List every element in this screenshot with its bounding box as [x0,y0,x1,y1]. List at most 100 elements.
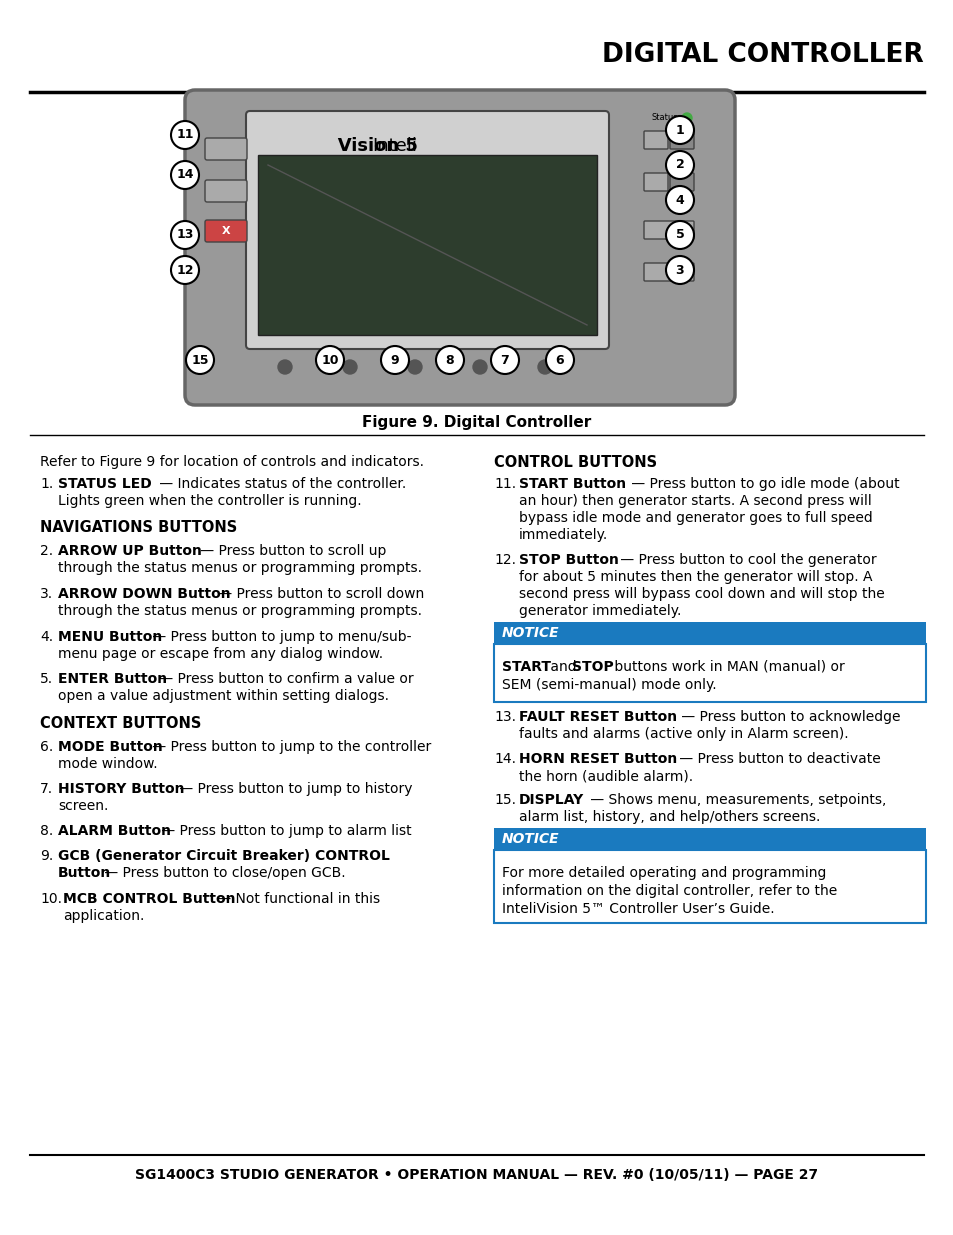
Circle shape [537,359,552,374]
Text: CONTROL BUTTONS: CONTROL BUTTONS [494,454,657,471]
Text: 12: 12 [176,263,193,277]
Bar [494,850,925,923]
FancyBboxPatch shape [643,263,693,282]
Text: START: START [501,659,551,674]
Text: Figure 9. Digital Controller: Figure 9. Digital Controller [362,415,591,430]
Circle shape [665,221,693,249]
Text: STATUS LED: STATUS LED [58,477,152,492]
Text: 12.: 12. [494,553,516,567]
Text: CONTEXT BUTTONS: CONTEXT BUTTONS [40,716,201,731]
Text: Inteli: Inteli [372,137,417,156]
Text: 1: 1 [675,124,683,137]
Text: mode window.: mode window. [58,757,157,771]
Text: immediately.: immediately. [518,529,608,542]
Text: — Press button to acknowledge: — Press button to acknowledge [677,710,900,724]
Text: SEM (semi-manual) mode only.: SEM (semi-manual) mode only. [501,678,716,692]
Text: — Press button to confirm a value or: — Press button to confirm a value or [154,672,414,685]
Text: faults and alarms (active only in Alarm screen).: faults and alarms (active only in Alarm … [518,727,848,741]
Text: — Press button to cool the generator: — Press button to cool the generator [616,553,876,567]
Text: 14: 14 [176,168,193,182]
Circle shape [171,256,199,284]
Text: an hour) then generator starts. A second press will: an hour) then generator starts. A second… [518,494,871,508]
Text: 3: 3 [675,263,683,277]
Text: the horn (audible alarm).: the horn (audible alarm). [518,769,693,783]
Text: 7.: 7. [40,782,53,797]
Text: Status: Status [651,114,678,122]
Circle shape [171,221,199,249]
Circle shape [681,112,691,124]
Text: — Press button to close/open GCB.: — Press button to close/open GCB. [100,866,345,881]
Text: buttons work in MAN (manual) or: buttons work in MAN (manual) or [609,659,843,674]
Text: second press will bypass cool down and will stop the: second press will bypass cool down and w… [518,587,883,601]
Text: 8: 8 [445,353,454,367]
Text: 5.: 5. [40,672,53,685]
FancyBboxPatch shape [643,221,693,240]
Circle shape [665,116,693,144]
Text: HISTORY Button: HISTORY Button [58,782,184,797]
Text: application.: application. [63,909,144,923]
Text: +: + [663,267,673,277]
Text: through the status menus or programming prompts.: through the status menus or programming … [58,561,421,576]
Text: — Not functional in this: — Not functional in this [213,892,379,906]
Text: — Press button to jump to menu/sub-: — Press button to jump to menu/sub- [148,630,411,643]
Text: 13: 13 [176,228,193,242]
Text: ALARM Button: ALARM Button [58,824,171,839]
Text: Refer to Figure 9 for location of controls and indicators.: Refer to Figure 9 for location of contro… [40,454,423,469]
Text: For more detailed operating and programming: For more detailed operating and programm… [501,866,825,881]
Bar [494,827,925,850]
Text: — Press button to scroll up: — Press button to scroll up [195,543,386,558]
Text: HORN RESET Button: HORN RESET Button [518,752,677,766]
Circle shape [665,256,693,284]
Text: screen.: screen. [58,799,109,813]
FancyBboxPatch shape [669,173,693,191]
Circle shape [408,359,421,374]
Circle shape [491,346,518,374]
Text: Button: Button [58,866,112,881]
FancyBboxPatch shape [205,180,247,203]
Text: FAULT RESET Button: FAULT RESET Button [518,710,677,724]
Text: bypass idle mode and generator goes to full speed: bypass idle mode and generator goes to f… [518,511,872,525]
Text: information on the digital controller, refer to the: information on the digital controller, r… [501,884,837,898]
Text: 6.: 6. [40,740,53,755]
Text: through the status menus or programming prompts.: through the status menus or programming … [58,604,421,618]
Text: 9.: 9. [40,848,53,863]
Text: NAVIGATIONS BUTTONS: NAVIGATIONS BUTTONS [40,520,237,535]
Text: menu page or escape from any dialog window.: menu page or escape from any dialog wind… [58,647,383,661]
Text: and: and [545,659,580,674]
Text: 13.: 13. [494,710,516,724]
Circle shape [473,359,486,374]
Text: — Press button to go idle mode (about: — Press button to go idle mode (about [626,477,899,492]
Text: ARROW UP Button: ARROW UP Button [58,543,202,558]
Circle shape [186,346,213,374]
FancyBboxPatch shape [185,90,734,405]
Text: NOTICE: NOTICE [501,626,559,640]
Text: 14.: 14. [494,752,516,766]
Circle shape [171,161,199,189]
Text: MCB CONTROL Button: MCB CONTROL Button [63,892,235,906]
Text: — Press button to deactivate: — Press button to deactivate [675,752,880,766]
Text: — Press button to jump to alarm list: — Press button to jump to alarm list [157,824,411,839]
Text: 10.: 10. [40,892,62,906]
Circle shape [436,346,463,374]
Text: for about 5 minutes then the generator will stop. A: for about 5 minutes then the generator w… [518,571,872,584]
Text: 11: 11 [176,128,193,142]
FancyBboxPatch shape [643,131,667,149]
Text: 7: 7 [500,353,509,367]
Text: 15.: 15. [494,793,516,806]
Text: — Press button to jump to the controller: — Press button to jump to the controller [148,740,431,755]
Bar [257,156,597,335]
Text: MENU Button: MENU Button [58,630,162,643]
Text: ARROW DOWN Button: ARROW DOWN Button [58,587,231,601]
FancyBboxPatch shape [643,173,667,191]
Circle shape [380,346,409,374]
Text: 2: 2 [675,158,683,172]
Text: 4.: 4. [40,630,53,643]
Bar [494,622,925,643]
Text: X: X [221,226,230,236]
Circle shape [171,121,199,149]
Bar [494,643,925,701]
Text: GCB (Generator Circuit Breaker) CONTROL: GCB (Generator Circuit Breaker) CONTROL [58,848,390,863]
Text: Vision 5: Vision 5 [294,137,417,156]
Text: — Press button to scroll down: — Press button to scroll down [213,587,424,601]
Text: 5: 5 [675,228,683,242]
